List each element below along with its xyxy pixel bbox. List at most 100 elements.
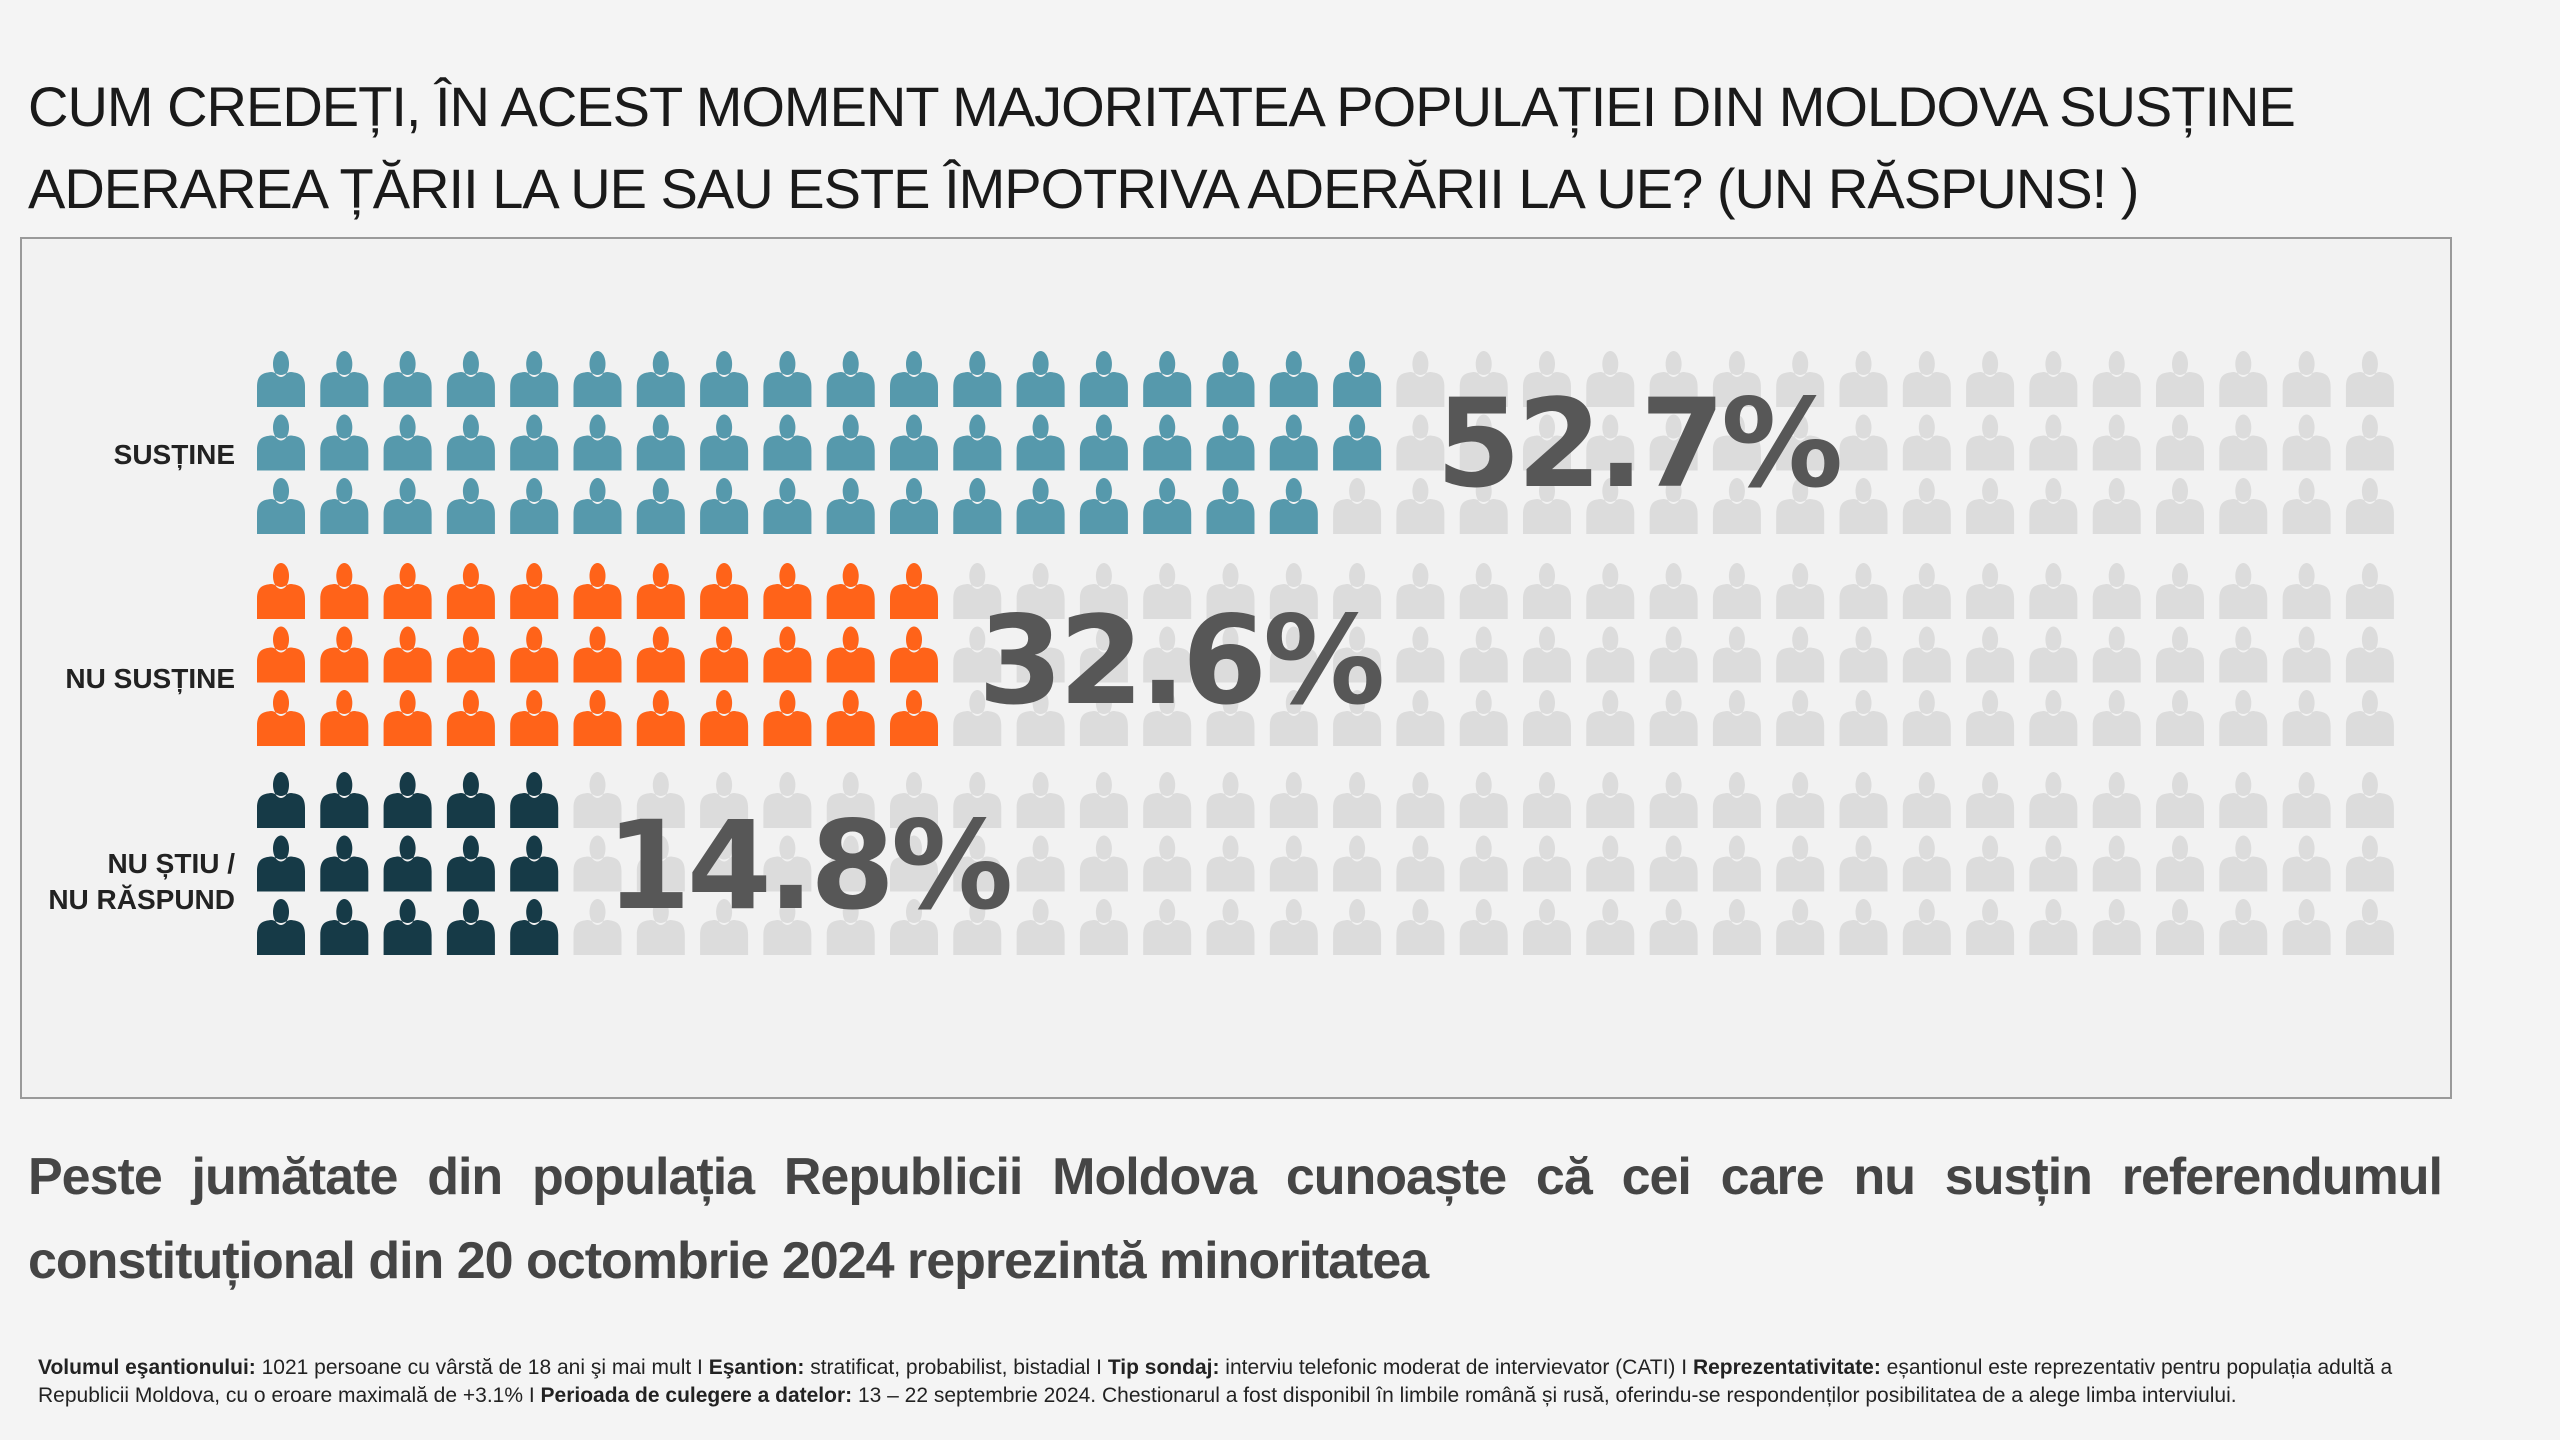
person-icon-filled: [636, 478, 685, 534]
person-icon-filled: [510, 351, 559, 407]
person-icon-empty: [1776, 772, 1825, 828]
person-icon-filled: [636, 690, 685, 746]
person-icon-empty: [1649, 899, 1698, 955]
person-icon-empty: [1776, 351, 1825, 407]
person-icon-filled: [383, 478, 432, 534]
person-icon-filled: [510, 626, 559, 683]
person-icon-empty: [2092, 414, 2141, 471]
person-icon-empty: [1902, 351, 1951, 407]
person-icon-empty: [1712, 563, 1761, 619]
person-icon-empty: [1966, 626, 2015, 683]
person-icon-empty: [1839, 772, 1888, 828]
person-icon-filled: [510, 478, 559, 534]
person-icon-empty: [1079, 626, 1128, 683]
person-icon-empty: [700, 772, 749, 828]
category-label-sustine: SUSȚINE: [113, 439, 235, 470]
person-icon-empty: [1079, 899, 1128, 955]
person-icon-filled: [446, 835, 495, 892]
person-icon-filled: [257, 351, 305, 407]
person-icon-filled: [1269, 414, 1318, 471]
person-icon-empty: [1079, 690, 1128, 746]
person-icon-filled: [890, 690, 938, 746]
person-icon-filled: [890, 351, 938, 407]
person-icon-filled: [320, 690, 369, 746]
person-icon-empty: [1016, 899, 1065, 955]
person-icon-filled: [320, 899, 369, 955]
person-icon-empty: [2219, 899, 2268, 955]
person-icon-filled: [383, 899, 432, 955]
person-icon-empty: [1396, 899, 1445, 955]
person-icon-empty: [1586, 899, 1635, 955]
person-icon-filled: [763, 414, 812, 471]
person-icon-filled: [636, 563, 685, 619]
footer-value: 13 – 22 septembrie 2024. Chestionarul a …: [852, 1384, 2237, 1407]
person-icon-empty: [1016, 626, 1065, 683]
person-icon-empty: [2219, 414, 2268, 471]
person-icon-empty: [1649, 626, 1698, 683]
person-icon-empty: [2156, 563, 2204, 619]
person-icon-filled: [383, 690, 432, 746]
person-icon-filled: [446, 478, 495, 534]
category-label-line2: NU RĂSPUND: [48, 884, 235, 915]
person-icon-empty: [2092, 351, 2141, 407]
person-icon-filled: [320, 414, 369, 471]
person-icon-empty: [1333, 772, 1382, 828]
person-icon-filled: [700, 563, 749, 619]
person-icon-filled: [320, 563, 369, 619]
person-icon-filled: [1143, 478, 1192, 534]
person-icon-filled: [257, 772, 305, 828]
person-icon-filled: [446, 414, 495, 471]
person-icon-filled: [573, 478, 622, 534]
person-icon-empty: [1459, 626, 1508, 683]
person-icon-filled: [636, 414, 685, 471]
person-icon-filled: [383, 563, 432, 619]
person-icon-empty: [2219, 563, 2268, 619]
person-icon-filled: [1079, 414, 1128, 471]
person-icon-empty: [573, 899, 622, 955]
icon-group-1: [257, 351, 2394, 534]
person-icon-empty: [1776, 626, 1825, 683]
person-icon-empty: [1143, 563, 1192, 619]
person-icon-empty: [1902, 414, 1951, 471]
person-icon-filled: [573, 563, 622, 619]
person-icon-empty: [1523, 351, 1571, 407]
person-icon-filled: [890, 478, 938, 534]
person-icon-empty: [763, 772, 812, 828]
person-icon-empty: [1523, 626, 1571, 683]
person-icon-empty: [2345, 478, 2394, 534]
person-icon-empty: [1396, 478, 1445, 534]
person-icon-filled: [510, 690, 559, 746]
person-icon-empty: [1459, 414, 1508, 471]
person-icon-empty: [1079, 772, 1128, 828]
person-icon-empty: [1712, 899, 1761, 955]
person-icon-empty: [636, 899, 685, 955]
person-icon-empty: [1902, 835, 1951, 892]
person-icon-empty: [1586, 690, 1635, 746]
person-icon-filled: [257, 563, 305, 619]
person-icon-empty: [1712, 478, 1761, 534]
person-icon-empty: [2029, 563, 2078, 619]
person-icon-filled: [383, 772, 432, 828]
icon-group-2: [257, 563, 2394, 746]
person-icon-empty: [1143, 835, 1192, 892]
chart-title: CUM CREDEȚI, ÎN ACEST MOMENT MAJORITATEA…: [28, 75, 2296, 220]
person-icon-empty: [2345, 414, 2394, 471]
person-icon-empty: [1206, 690, 1255, 746]
person-icon-empty: [1586, 772, 1635, 828]
person-icon-filled: [573, 414, 622, 471]
person-icon-empty: [1396, 351, 1445, 407]
person-icon-empty: [1649, 690, 1698, 746]
person-icon-filled: [1016, 478, 1065, 534]
person-icon-empty: [953, 626, 1002, 683]
footer-value: interviu telefonic moderat de intervieva…: [1219, 1356, 1693, 1379]
person-icon-empty: [1839, 563, 1888, 619]
person-icon-empty: [953, 690, 1002, 746]
person-icon-empty: [2029, 690, 2078, 746]
person-icon-filled: [446, 772, 495, 828]
person-icon-empty: [2156, 414, 2204, 471]
person-icon-empty: [1459, 835, 1508, 892]
person-icon-filled: [446, 563, 495, 619]
person-icon-empty: [1649, 772, 1698, 828]
person-icon-filled: [383, 414, 432, 471]
